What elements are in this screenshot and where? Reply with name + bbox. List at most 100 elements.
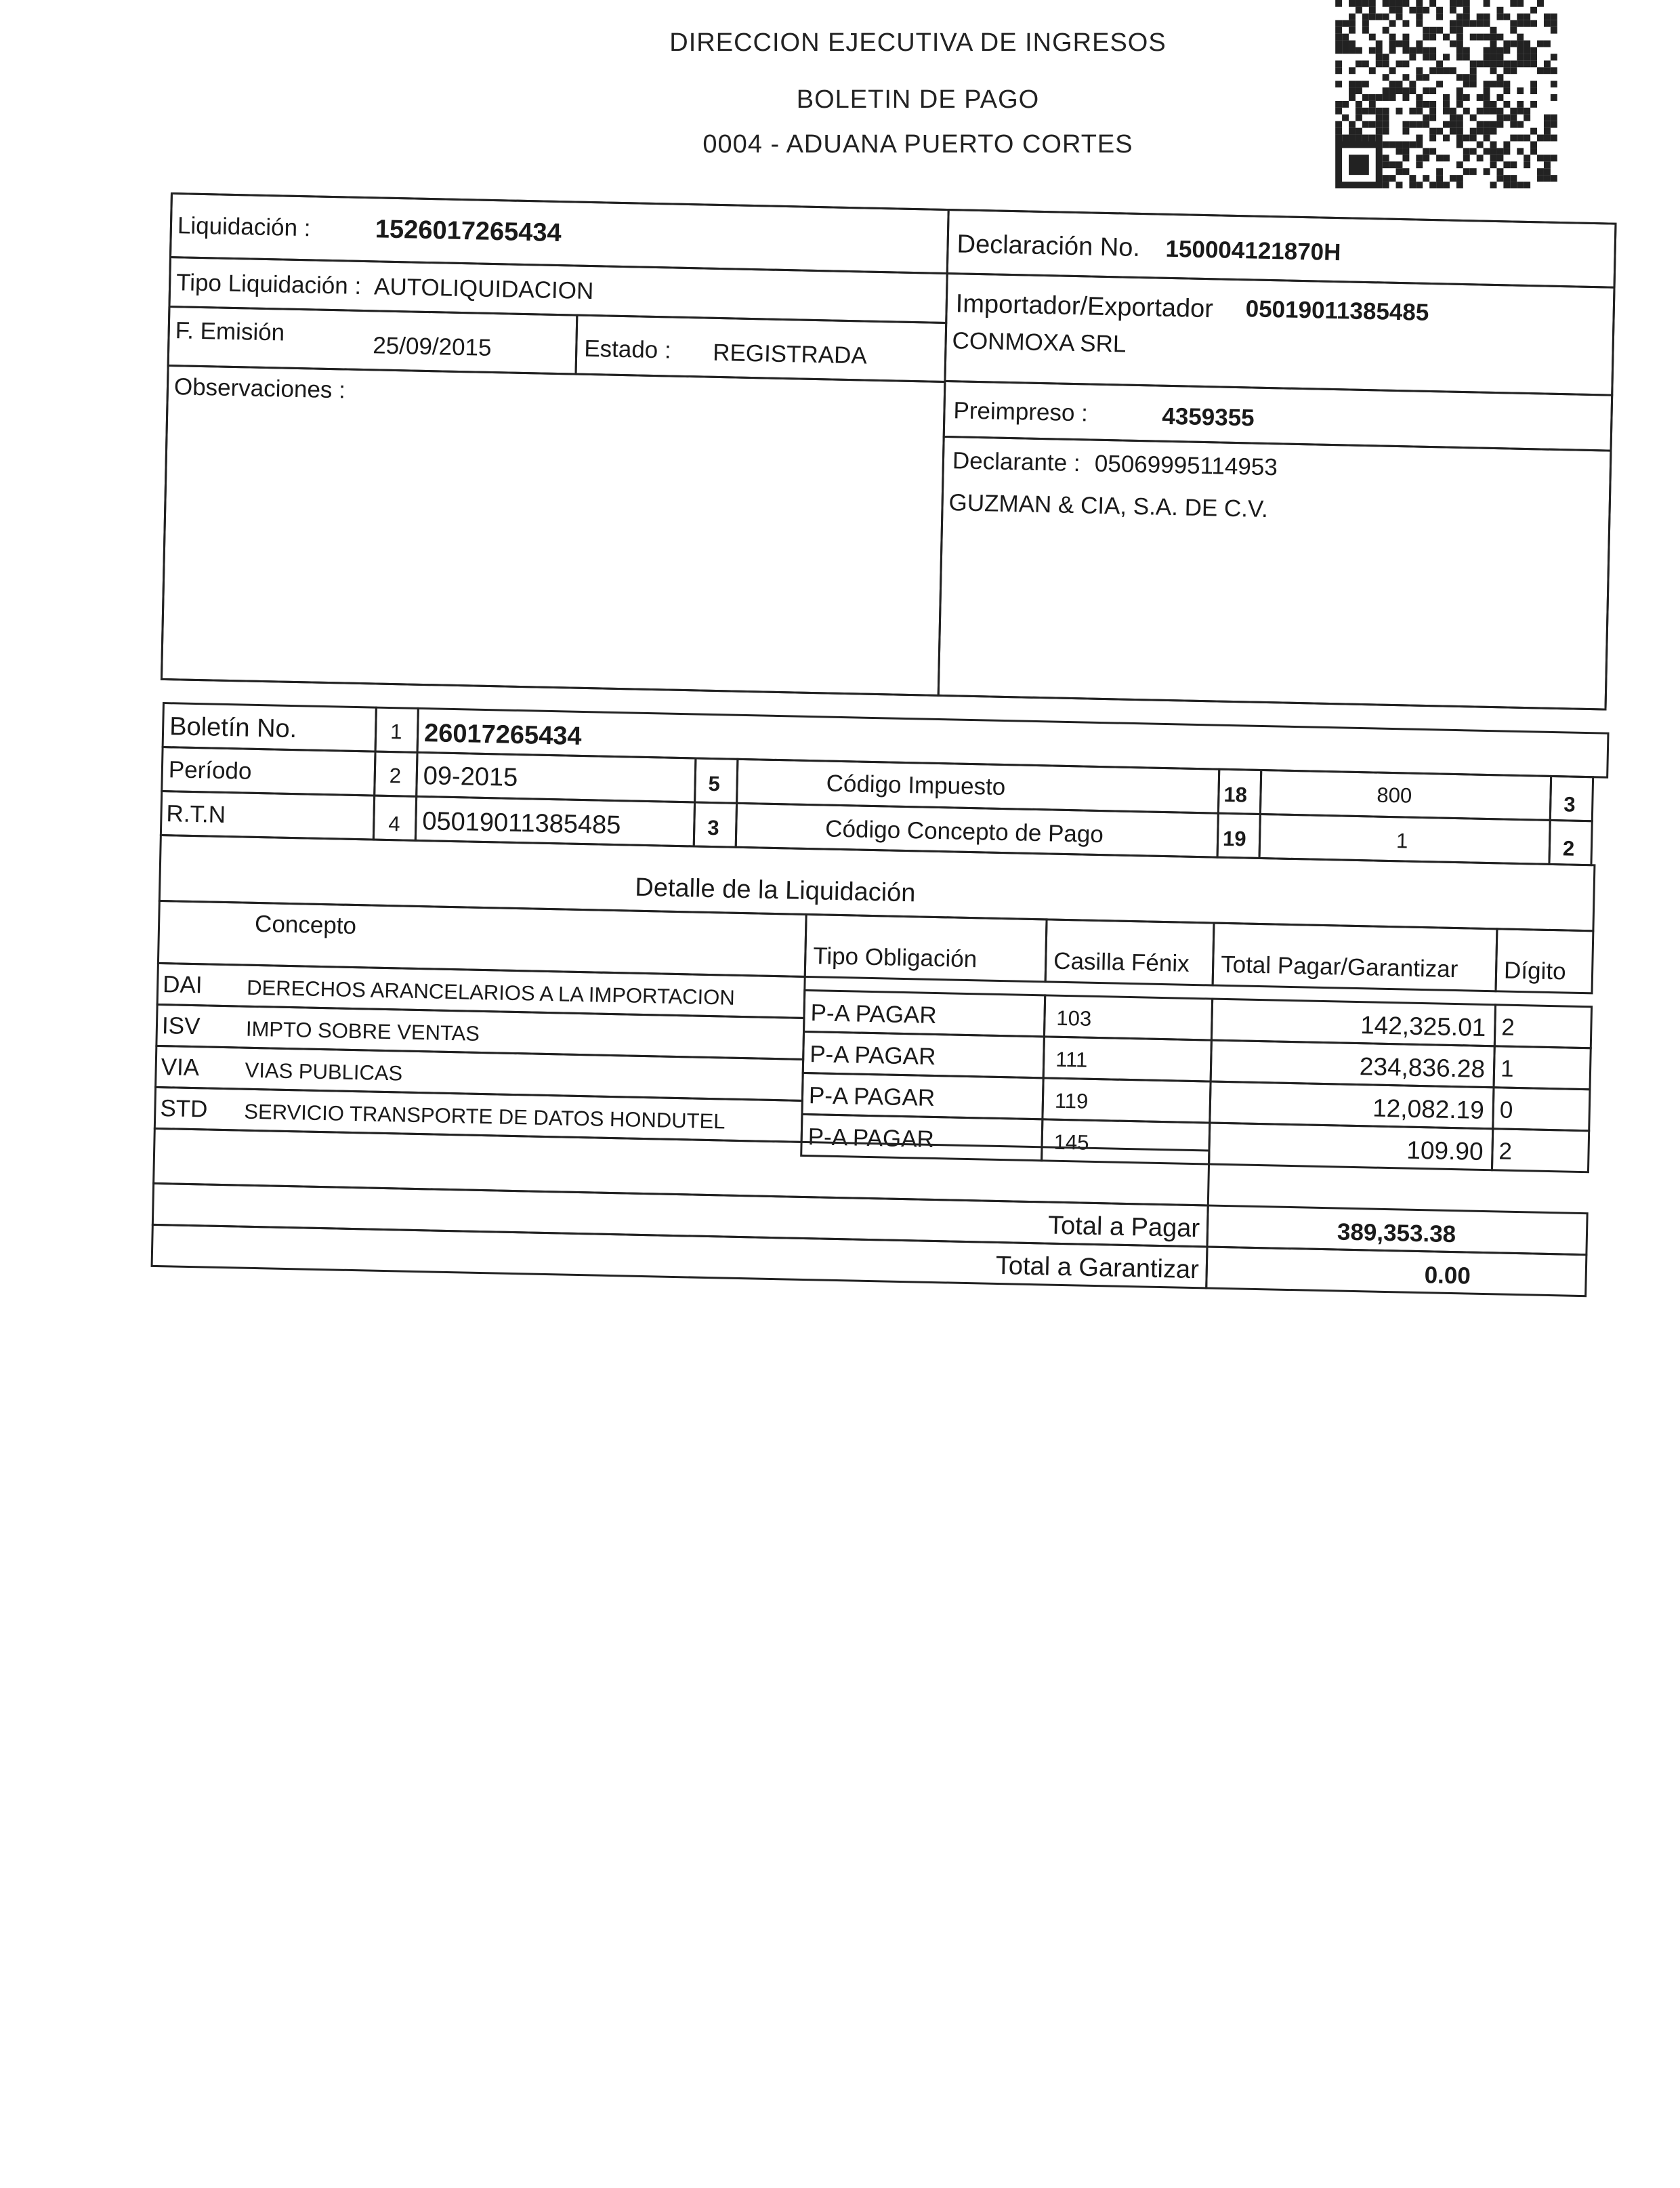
- boletin-num-text: 1: [390, 720, 402, 744]
- row-code: STD: [160, 1095, 208, 1123]
- row-tipo-cell: P-A PAGAR: [801, 1071, 1045, 1121]
- total-garantizar-value-cell: 0.00: [1205, 1245, 1588, 1298]
- liquidacion-value: 1526017265434: [375, 215, 562, 248]
- col-tipo-obligacion-header: Tipo Obligación: [803, 913, 1048, 983]
- rtn-label: R.T.N: [166, 800, 226, 828]
- row-digito: 1: [1500, 1055, 1514, 1082]
- codigo-impuesto-value: 800: [1377, 783, 1412, 808]
- rtn-label-cell: R.T.N: [159, 789, 376, 841]
- box-5-text: 5: [708, 771, 721, 796]
- row-digito-cell: 0: [1492, 1086, 1591, 1132]
- col-total-label: Total Pagar/Garantizar: [1220, 951, 1458, 983]
- header-aduana: 0004 - ADUANA PUERTO CORTES: [702, 130, 1133, 159]
- rtn-num-text: 4: [387, 812, 400, 836]
- codigo-concepto-num: 19: [1216, 812, 1261, 859]
- periodo-label-cell: Período: [161, 745, 377, 797]
- row-code: DAI: [162, 971, 203, 999]
- row-casilla-cell: 111: [1042, 1035, 1213, 1083]
- row-concepto: IMPTO SOBRE VENTAS: [245, 1016, 480, 1046]
- col-digito-label: Dígito: [1503, 957, 1566, 985]
- row-total: 109.90: [1406, 1136, 1484, 1165]
- emision-value: 25/09/2015: [372, 332, 492, 361]
- col-casilla-fenix-label: Casilla Fénix: [1053, 947, 1190, 977]
- codigo-concepto-label: Código Concepto de Pago: [824, 815, 1104, 848]
- total-garantizar-value: 0.00: [1424, 1262, 1471, 1289]
- declaracion-value: 150004121870H: [1165, 235, 1341, 266]
- detalle-title: Detalle de la Liquidación: [634, 873, 916, 908]
- declarante-value: 05069995114953: [1094, 450, 1278, 481]
- row-code: VIA: [161, 1054, 200, 1081]
- row-concepto: DERECHOS ARANCELARIOS A LA IMPORTACION: [246, 975, 736, 1010]
- header-title: DIRECCION EJECUTIVA DE INGRESOS: [669, 28, 1167, 57]
- preimpreso-value: 4359355: [1161, 402, 1255, 432]
- row-casilla: 111: [1055, 1047, 1088, 1072]
- col-total-header: Total Pagar/Garantizar: [1211, 922, 1498, 993]
- periodo-value-cell: 09-2015: [415, 751, 697, 804]
- declarante-cell: Declarante : 05069995114953 GUZMAN & CIA…: [937, 435, 1612, 711]
- periodo-num: 2: [373, 750, 419, 798]
- codigo-concepto-digit-text: 2: [1562, 836, 1575, 861]
- periodo-value: 09-2015: [423, 762, 518, 792]
- codigo-concepto-num-text: 19: [1222, 826, 1246, 851]
- boletin-value: 26017265434: [423, 719, 582, 751]
- row-concepto: SERVICIO TRANSPORTE DE DATOS HONDUTEL: [244, 1099, 726, 1134]
- codigo-impuesto-num-text: 18: [1223, 782, 1248, 807]
- box-3: 3: [692, 801, 738, 848]
- codigo-impuesto-num: 18: [1217, 768, 1263, 816]
- row-tipo: P-A PAGAR: [810, 999, 938, 1029]
- row-digito-cell: 2: [1493, 1004, 1593, 1050]
- emision-cell: F. Emisión 25/09/2015: [167, 305, 579, 375]
- row-digito: 2: [1500, 1014, 1515, 1041]
- codigo-impuesto-digit-text: 3: [1563, 792, 1576, 817]
- box-5: 5: [694, 757, 739, 804]
- total-pagar-label: Total a Pagar: [1047, 1211, 1200, 1243]
- rtn-value-cell: 05019011385485: [414, 795, 696, 848]
- row-total: 142,325.01: [1360, 1011, 1486, 1042]
- rtn-num: 4: [372, 794, 418, 842]
- row-tipo: P-A PAGAR: [809, 1041, 936, 1071]
- codigo-concepto-digit: 2: [1548, 819, 1593, 867]
- importador-label: Importador/Exportador: [955, 289, 1214, 324]
- tipo-liquidacion-value: AUTOLIQUIDACION: [373, 273, 594, 305]
- row-tipo-cell: P-A PAGAR: [802, 989, 1047, 1038]
- row-tipo: P-A PAGAR: [808, 1082, 936, 1112]
- boletin-label: Boletín No.: [169, 712, 297, 744]
- col-casilla-fenix-header: Casilla Fénix: [1044, 918, 1215, 987]
- preimpreso-label: Preimpreso :: [953, 397, 1089, 427]
- importador-row: Importador/Exportador 05019011385485 CON…: [944, 272, 1616, 396]
- codigo-concepto-value: 1: [1395, 829, 1408, 853]
- declarante-label: Declarante :: [952, 447, 1081, 477]
- emision-label: F. Emisión: [175, 317, 285, 346]
- box-3-text: 3: [707, 815, 719, 840]
- row-total: 234,836.28: [1359, 1052, 1486, 1083]
- liquidacion-label: Liquidación :: [177, 212, 311, 242]
- estado-label: Estado :: [583, 335, 672, 364]
- qr-code-icon: [1335, 0, 1557, 188]
- importador-value: 05019011385485: [1245, 295, 1429, 326]
- row-total-cell: 109.90: [1208, 1121, 1494, 1172]
- periodo-num-text: 2: [389, 764, 402, 788]
- declarante-name: GUZMAN & CIA, S.A. DE C.V.: [948, 489, 1269, 523]
- total-pagar-value: 389,353.38: [1337, 1218, 1456, 1248]
- row-total: 12,082.19: [1372, 1094, 1485, 1124]
- row-casilla: 119: [1054, 1088, 1089, 1113]
- row-tipo-cell: P-A PAGAR: [801, 1030, 1045, 1079]
- total-garantizar-label: Total a Garantizar: [995, 1251, 1200, 1285]
- codigo-impuesto-label: Código Impuesto: [826, 770, 1006, 801]
- importador-name: CONMOXA SRL: [952, 327, 1127, 358]
- col-digito-header: Dígito: [1494, 928, 1595, 995]
- rtn-value: 05019011385485: [421, 807, 621, 840]
- header-subtitle: BOLETIN DE PAGO: [796, 85, 1040, 114]
- boletin-num: 1: [374, 706, 419, 754]
- col-concepto-label: Concepto: [254, 910, 357, 940]
- row-casilla-cell: 119: [1041, 1077, 1212, 1124]
- row-casilla: 103: [1056, 1006, 1092, 1031]
- row-digito: 2: [1498, 1138, 1513, 1165]
- estado-cell: Estado : REGISTRADA: [574, 314, 948, 384]
- tipo-liquidacion-label: Tipo Liquidación :: [175, 269, 362, 300]
- observaciones-cell: Observaciones :: [160, 364, 946, 697]
- periodo-label: Período: [168, 756, 252, 785]
- col-tipo-obligacion-label: Tipo Obligación: [812, 943, 978, 973]
- row-digito-cell: 2: [1490, 1128, 1591, 1174]
- declaracion-label: Declaración No.: [957, 230, 1141, 262]
